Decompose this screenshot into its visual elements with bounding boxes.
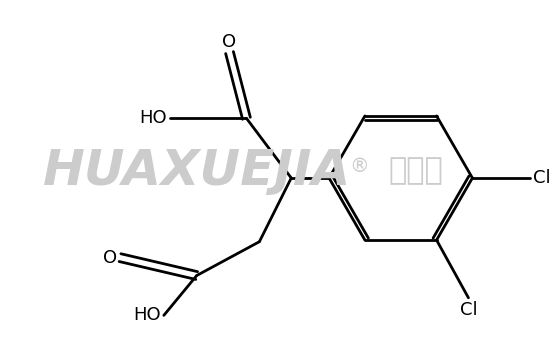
Text: HO: HO [139, 109, 167, 127]
Text: O: O [103, 248, 117, 267]
Text: Cl: Cl [460, 301, 477, 319]
Text: HO: HO [133, 307, 161, 324]
Text: ®: ® [349, 157, 368, 176]
Text: 化学加: 化学加 [388, 157, 443, 185]
Text: Cl: Cl [533, 169, 550, 187]
Text: O: O [222, 33, 236, 51]
Text: HUAXUEJIA: HUAXUEJIA [43, 147, 351, 195]
